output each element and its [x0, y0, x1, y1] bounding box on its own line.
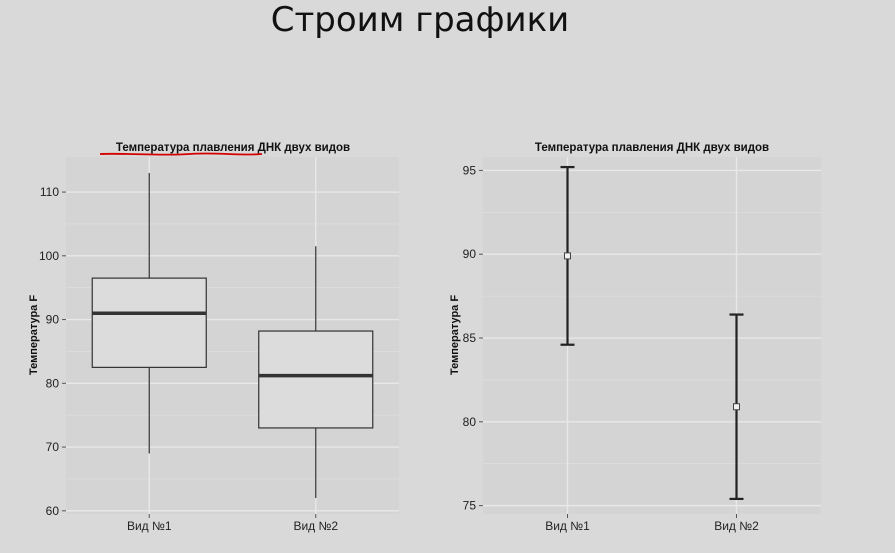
- y-tick-label: 75: [463, 499, 477, 513]
- x-tick-label: Вид №1: [127, 519, 172, 533]
- mean-point: [733, 403, 740, 411]
- y-tick-label: 110: [40, 185, 59, 199]
- boxplot-marks: [91, 172, 374, 499]
- y-tick-label: 60: [46, 504, 60, 518]
- y-tick-label: 80: [463, 415, 477, 429]
- slide-title: Строим графики: [270, 0, 570, 40]
- y-tick-label: 70: [46, 440, 60, 454]
- errorbar-y-axis-label: Температура F: [449, 295, 461, 375]
- y-tick-label: 100: [39, 249, 59, 263]
- y-tick-label: 90: [46, 313, 60, 327]
- errorbar-y-ticks: 75 80 85 90 95: [463, 163, 483, 513]
- x-tick-label: Вид №1: [545, 519, 590, 533]
- boxplot-chart: 60 70 80 90 100 110 Вид №1 Вид №2 Температура …: [28, 142, 399, 533]
- boxplot-y-ticks: 60 70 80 90 100 110: [39, 185, 66, 518]
- boxplot-title-underline: [99, 152, 263, 156]
- errorbar-x-ticks: Вид №1 Вид №2: [545, 514, 759, 533]
- errorbar-panel: [483, 157, 821, 514]
- x-tick-label: Вид №2: [293, 519, 338, 533]
- y-tick-label: 85: [463, 331, 477, 345]
- errorbar-marks: [560, 165, 744, 501]
- box-iqr: [91, 277, 207, 368]
- box-iqr: [258, 330, 374, 429]
- x-tick-label: Вид №2: [714, 519, 759, 533]
- errorbar-title: Температура плавления ДНК двух видов: [535, 142, 769, 154]
- boxplot-x-ticks: Вид №1 Вид №2: [127, 514, 338, 533]
- errorbar-chart: 75 80 85 90 95 Вид №1 Вид №2 Температура плав…: [449, 142, 821, 533]
- y-tick-label: 90: [463, 247, 477, 261]
- boxplot-y-axis-label: Температура F: [28, 295, 40, 375]
- y-tick-label: 80: [46, 376, 60, 390]
- boxplot-title: Температура плавления ДНК двух видов: [116, 142, 350, 154]
- mean-point: [564, 252, 571, 260]
- y-tick-label: 95: [463, 163, 477, 177]
